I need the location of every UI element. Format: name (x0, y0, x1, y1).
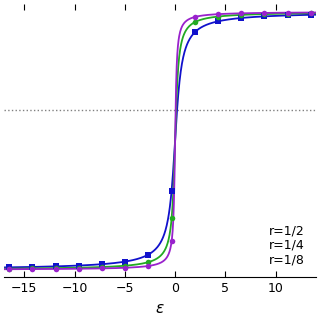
r=1/4 (140, 262, 143, 266)
r=1/2 (314, 13, 318, 17)
r=1/2 (216, 20, 220, 23)
Line: r=1/4: r=1/4 (4, 13, 316, 268)
r=1/8 (2, 267, 6, 271)
r=1/8 (245, 11, 249, 15)
r=1/2 (2, 266, 6, 269)
Legend: r=1/2, r=1/4, r=1/8: r=1/2, r=1/4, r=1/8 (264, 220, 309, 271)
Line: r=1/8: r=1/8 (4, 12, 316, 269)
r=1/4 (2, 267, 6, 270)
r=1/4 (216, 15, 220, 19)
r=1/2 (245, 16, 249, 20)
Line: r=1/2: r=1/2 (4, 15, 316, 268)
r=1/2 (34, 265, 38, 269)
r=1/4 (245, 13, 249, 17)
r=1/2 (128, 259, 132, 263)
r=1/8 (128, 266, 132, 269)
r=1/8 (140, 265, 143, 269)
r=1/8 (251, 11, 255, 15)
r=1/2 (251, 15, 255, 19)
r=1/8 (216, 12, 220, 16)
r=1/4 (251, 12, 255, 16)
r=1/8 (34, 267, 38, 271)
X-axis label: ε: ε (156, 301, 164, 316)
r=1/2 (140, 256, 143, 260)
r=1/4 (128, 263, 132, 267)
r=1/4 (314, 11, 318, 15)
r=1/8 (314, 11, 318, 14)
r=1/4 (34, 267, 38, 270)
